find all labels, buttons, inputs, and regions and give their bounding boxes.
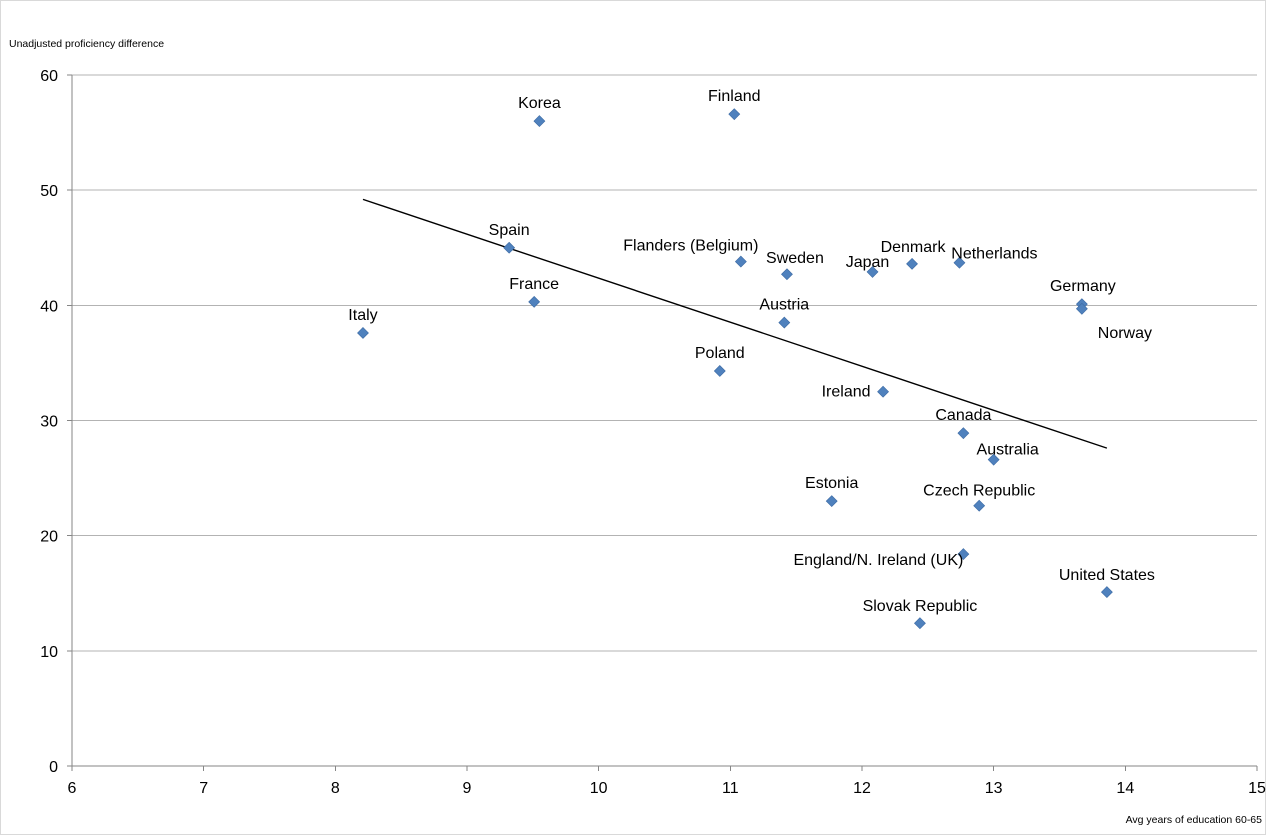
trend-line — [362, 198, 1108, 449]
y-axis-label: Unadjusted proficiency difference — [9, 38, 164, 50]
x-tick-labels: 6 7 8 9 10 11 12 13 14 15 — [68, 780, 1266, 797]
data-point-marker — [987, 453, 1000, 466]
data-point-label: Australia — [977, 442, 1039, 459]
data-point-label: Korea — [518, 95, 561, 112]
x-tick-label: 15 — [1248, 780, 1266, 797]
data-point-marker — [781, 268, 793, 281]
y-tick-label: 20 — [40, 529, 58, 546]
gridlines — [72, 74, 1257, 652]
data-point-label: Denmark — [881, 239, 947, 256]
data-point-marker — [734, 255, 747, 268]
data-point-label: Italy — [348, 307, 377, 324]
x-tick-label: 9 — [463, 780, 472, 797]
data-point-marker — [1100, 586, 1113, 599]
data-point-marker — [728, 108, 741, 121]
x-tick-label: 6 — [68, 780, 77, 797]
data-point-marker — [713, 365, 726, 377]
data-points — [357, 108, 1113, 630]
data-point-label: Poland — [695, 345, 745, 362]
data-point-label: Sweden — [766, 250, 824, 267]
point-labels: Korea Finland Spain France Italy Flanders (Be… — [348, 88, 1155, 615]
y-tick-label: 0 — [49, 759, 58, 776]
data-point-marker — [528, 295, 541, 308]
data-point-label: Ireland — [822, 384, 871, 401]
data-point-label: Estonia — [805, 475, 858, 492]
y-tick-label: 60 — [40, 68, 58, 85]
data-point-marker — [503, 241, 516, 254]
data-point-label: Austria — [759, 297, 809, 314]
y-tick-label: 10 — [40, 644, 58, 661]
axes — [67, 74, 1258, 771]
data-point-label: Japan — [846, 254, 890, 271]
data-point-marker — [906, 257, 918, 270]
x-tick-label: 8 — [331, 780, 340, 797]
x-axis-label: Avg years of education 60-65 — [1126, 814, 1263, 826]
data-point-marker — [877, 385, 889, 398]
x-tick-label: 13 — [985, 780, 1003, 797]
data-point-label: Slovak Republic — [863, 598, 978, 615]
data-point-label: Flanders (Belgium) — [623, 238, 758, 255]
data-point-label: Netherlands — [951, 246, 1037, 263]
x-tick-label: 14 — [1116, 780, 1134, 797]
data-point-label: England/N. Ireland (UK) — [793, 552, 963, 569]
data-point-marker — [957, 427, 970, 440]
data-point-marker — [357, 327, 369, 339]
data-point-marker — [1075, 302, 1088, 315]
x-tick-label: 11 — [722, 780, 739, 797]
data-point-label: Germany — [1050, 278, 1116, 295]
y-tick-label: 50 — [40, 183, 58, 200]
y-tick-label: 40 — [40, 298, 58, 315]
data-point-label: United States — [1059, 567, 1155, 584]
data-point-marker — [957, 548, 970, 561]
data-point-marker — [914, 617, 926, 630]
data-point-label: Finland — [708, 88, 760, 105]
data-point-marker — [825, 495, 838, 508]
x-tick-label: 10 — [590, 780, 608, 797]
data-point-label: France — [509, 276, 559, 293]
data-point-marker — [866, 266, 879, 278]
x-tick-label: 12 — [853, 780, 871, 797]
data-point-label: Czech Republic — [923, 483, 1035, 500]
data-point-marker — [973, 499, 986, 512]
y-tick-labels: 0 10 20 30 40 50 60 — [40, 68, 58, 776]
y-tick-label: 30 — [40, 414, 58, 431]
data-point-marker — [953, 256, 966, 269]
x-tick-label: 7 — [199, 780, 208, 797]
data-point-marker — [778, 316, 791, 329]
data-point-label: Canada — [935, 407, 991, 424]
data-point-label: Norway — [1098, 325, 1152, 342]
data-point-label: Spain — [489, 222, 530, 239]
data-point-marker — [533, 115, 546, 127]
